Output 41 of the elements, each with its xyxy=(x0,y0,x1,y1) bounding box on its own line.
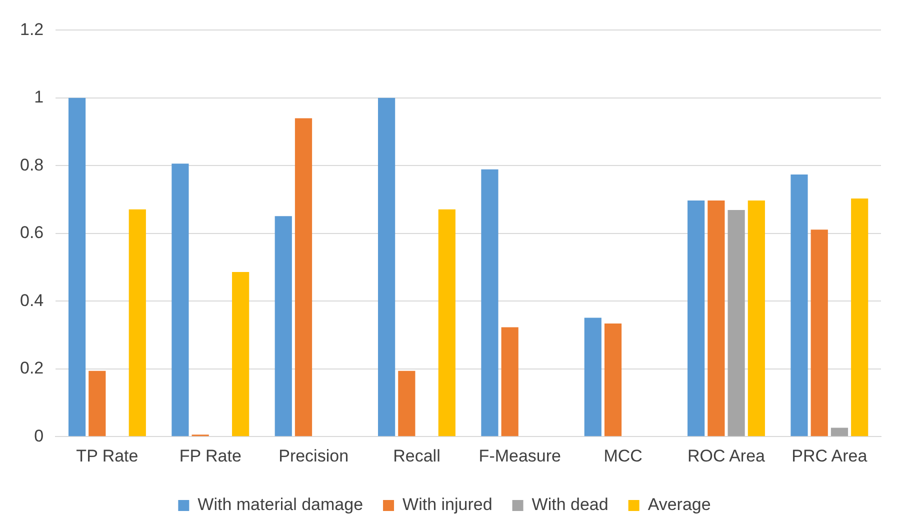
legend-label: With dead xyxy=(532,495,608,514)
y-tick-label: 1 xyxy=(34,88,44,107)
bar xyxy=(851,198,868,436)
x-tick-label: Precision xyxy=(278,446,349,466)
bar xyxy=(398,370,416,436)
legend-label: With injured xyxy=(402,495,492,514)
bar xyxy=(128,209,146,436)
x-tick-label: MCC xyxy=(604,446,642,466)
bar xyxy=(810,230,828,436)
x-tick-label: ROC Area xyxy=(688,446,766,466)
bar xyxy=(438,209,456,436)
bar xyxy=(708,200,725,436)
y-tick-label: 0.8 xyxy=(20,155,44,174)
bar xyxy=(830,428,848,436)
x-tick-label: PRC Area xyxy=(792,446,868,466)
legend-label: Average xyxy=(648,495,711,514)
bar xyxy=(294,118,312,436)
x-tick-label: F-Measure xyxy=(478,446,561,466)
bar xyxy=(481,169,498,436)
bar xyxy=(790,174,808,436)
y-tick-label: 0.2 xyxy=(20,358,44,378)
y-tick-label: 0 xyxy=(34,426,44,446)
bar xyxy=(728,210,745,436)
legend-label: With material damage xyxy=(198,495,364,514)
bar xyxy=(688,200,705,436)
x-tick-label: Recall xyxy=(393,446,440,466)
x-tick-label: TP Rate xyxy=(76,446,138,466)
bar xyxy=(274,216,292,436)
y-tick-label: 0.6 xyxy=(20,223,44,242)
bar xyxy=(584,318,602,436)
bar xyxy=(378,98,396,436)
x-tick-label: FP Rate xyxy=(179,446,242,466)
y-tick-label: 1.2 xyxy=(20,20,44,39)
bar xyxy=(232,272,250,436)
bar xyxy=(68,98,86,436)
bar xyxy=(501,327,518,436)
bar xyxy=(172,164,189,436)
y-tick-label: 0.4 xyxy=(20,290,44,310)
bar xyxy=(88,370,106,436)
bar xyxy=(604,323,622,436)
bar xyxy=(748,200,765,436)
